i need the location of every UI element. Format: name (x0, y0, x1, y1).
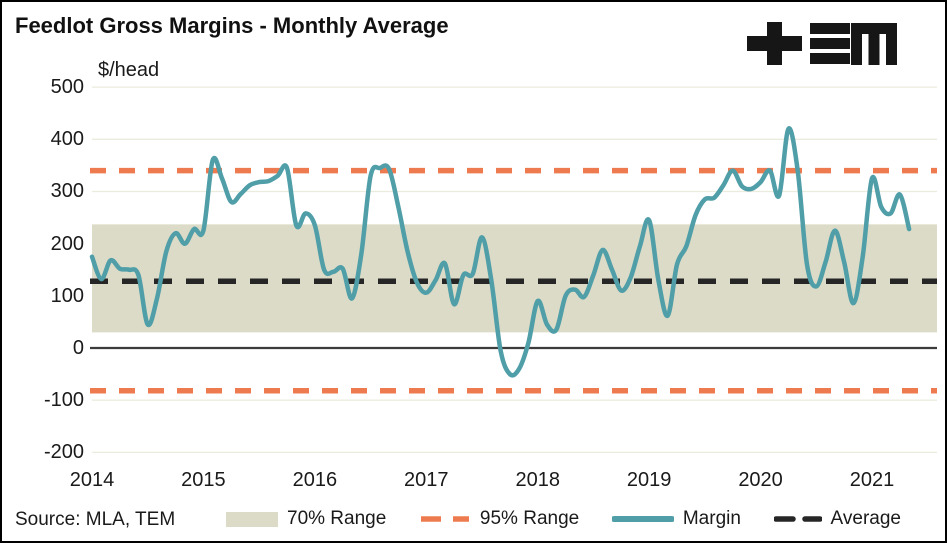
legend-item-95-range: 95% Range (419, 508, 579, 530)
legend-swatch-95pct-range-icon (420, 516, 469, 522)
x-tick-label-2016: 2016 (292, 469, 338, 491)
margin-line-series (89, 126, 912, 378)
tem-logo-glyph (747, 22, 897, 65)
legend-swatch-70pct-range-icon (226, 511, 278, 527)
y-axis-unit-label: $/head (98, 59, 160, 81)
tem-logo-shape (868, 23, 880, 65)
y-tick-label--200: -200 (43, 441, 84, 464)
legend-item-margin: Margin (611, 508, 741, 530)
x-tick-label-2019: 2019 (626, 469, 672, 491)
legend-label: Margin (682, 508, 741, 529)
band-70pct-range (92, 224, 937, 333)
y-tick-label-200: 200 (50, 232, 84, 255)
tem-logo-shape (810, 38, 850, 49)
y-tick-label-100: 100 (50, 284, 84, 307)
y-tick-label-300: 300 (50, 180, 84, 203)
tem-logo-shape (810, 53, 850, 64)
x-tick-label-2015: 2015 (181, 469, 226, 491)
legend-label: Average (830, 508, 901, 529)
y-tick-label-400: 400 (50, 128, 84, 151)
legend-item-70-range: 70% Range (226, 508, 386, 530)
y-tick-label-0: 0 (72, 337, 84, 359)
legend-label: 95% Range (479, 508, 580, 529)
tem-logo (747, 22, 897, 66)
source-note: Source: MLA, TEM (15, 509, 176, 530)
legend: 70% Range 95% Range Margin Average (226, 505, 901, 533)
chart-title: Feedlot Gross Margins - Monthly Average (15, 13, 449, 38)
legend-item-average: Average (773, 508, 901, 530)
x-tick-label-2018: 2018 (515, 469, 560, 491)
y-tick-label-500: 500 (50, 76, 84, 99)
legend-swatch-average-icon (773, 516, 822, 522)
y-tick-label--100: -100 (43, 389, 84, 412)
x-tick-label-2021: 2021 (849, 469, 895, 491)
tem-logo-shape (747, 36, 802, 51)
x-tick-label-2020: 2020 (738, 469, 783, 491)
tem-logo-shape (886, 23, 897, 65)
x-tick-label-2017: 2017 (404, 469, 449, 491)
tem-logo-shape (810, 23, 850, 34)
x-tick-label-2014: 2014 (69, 469, 115, 491)
legend-label: 70% Range (287, 508, 387, 529)
tem-logo-shape (851, 23, 862, 65)
legend-swatch-margin-line-icon (611, 516, 674, 522)
